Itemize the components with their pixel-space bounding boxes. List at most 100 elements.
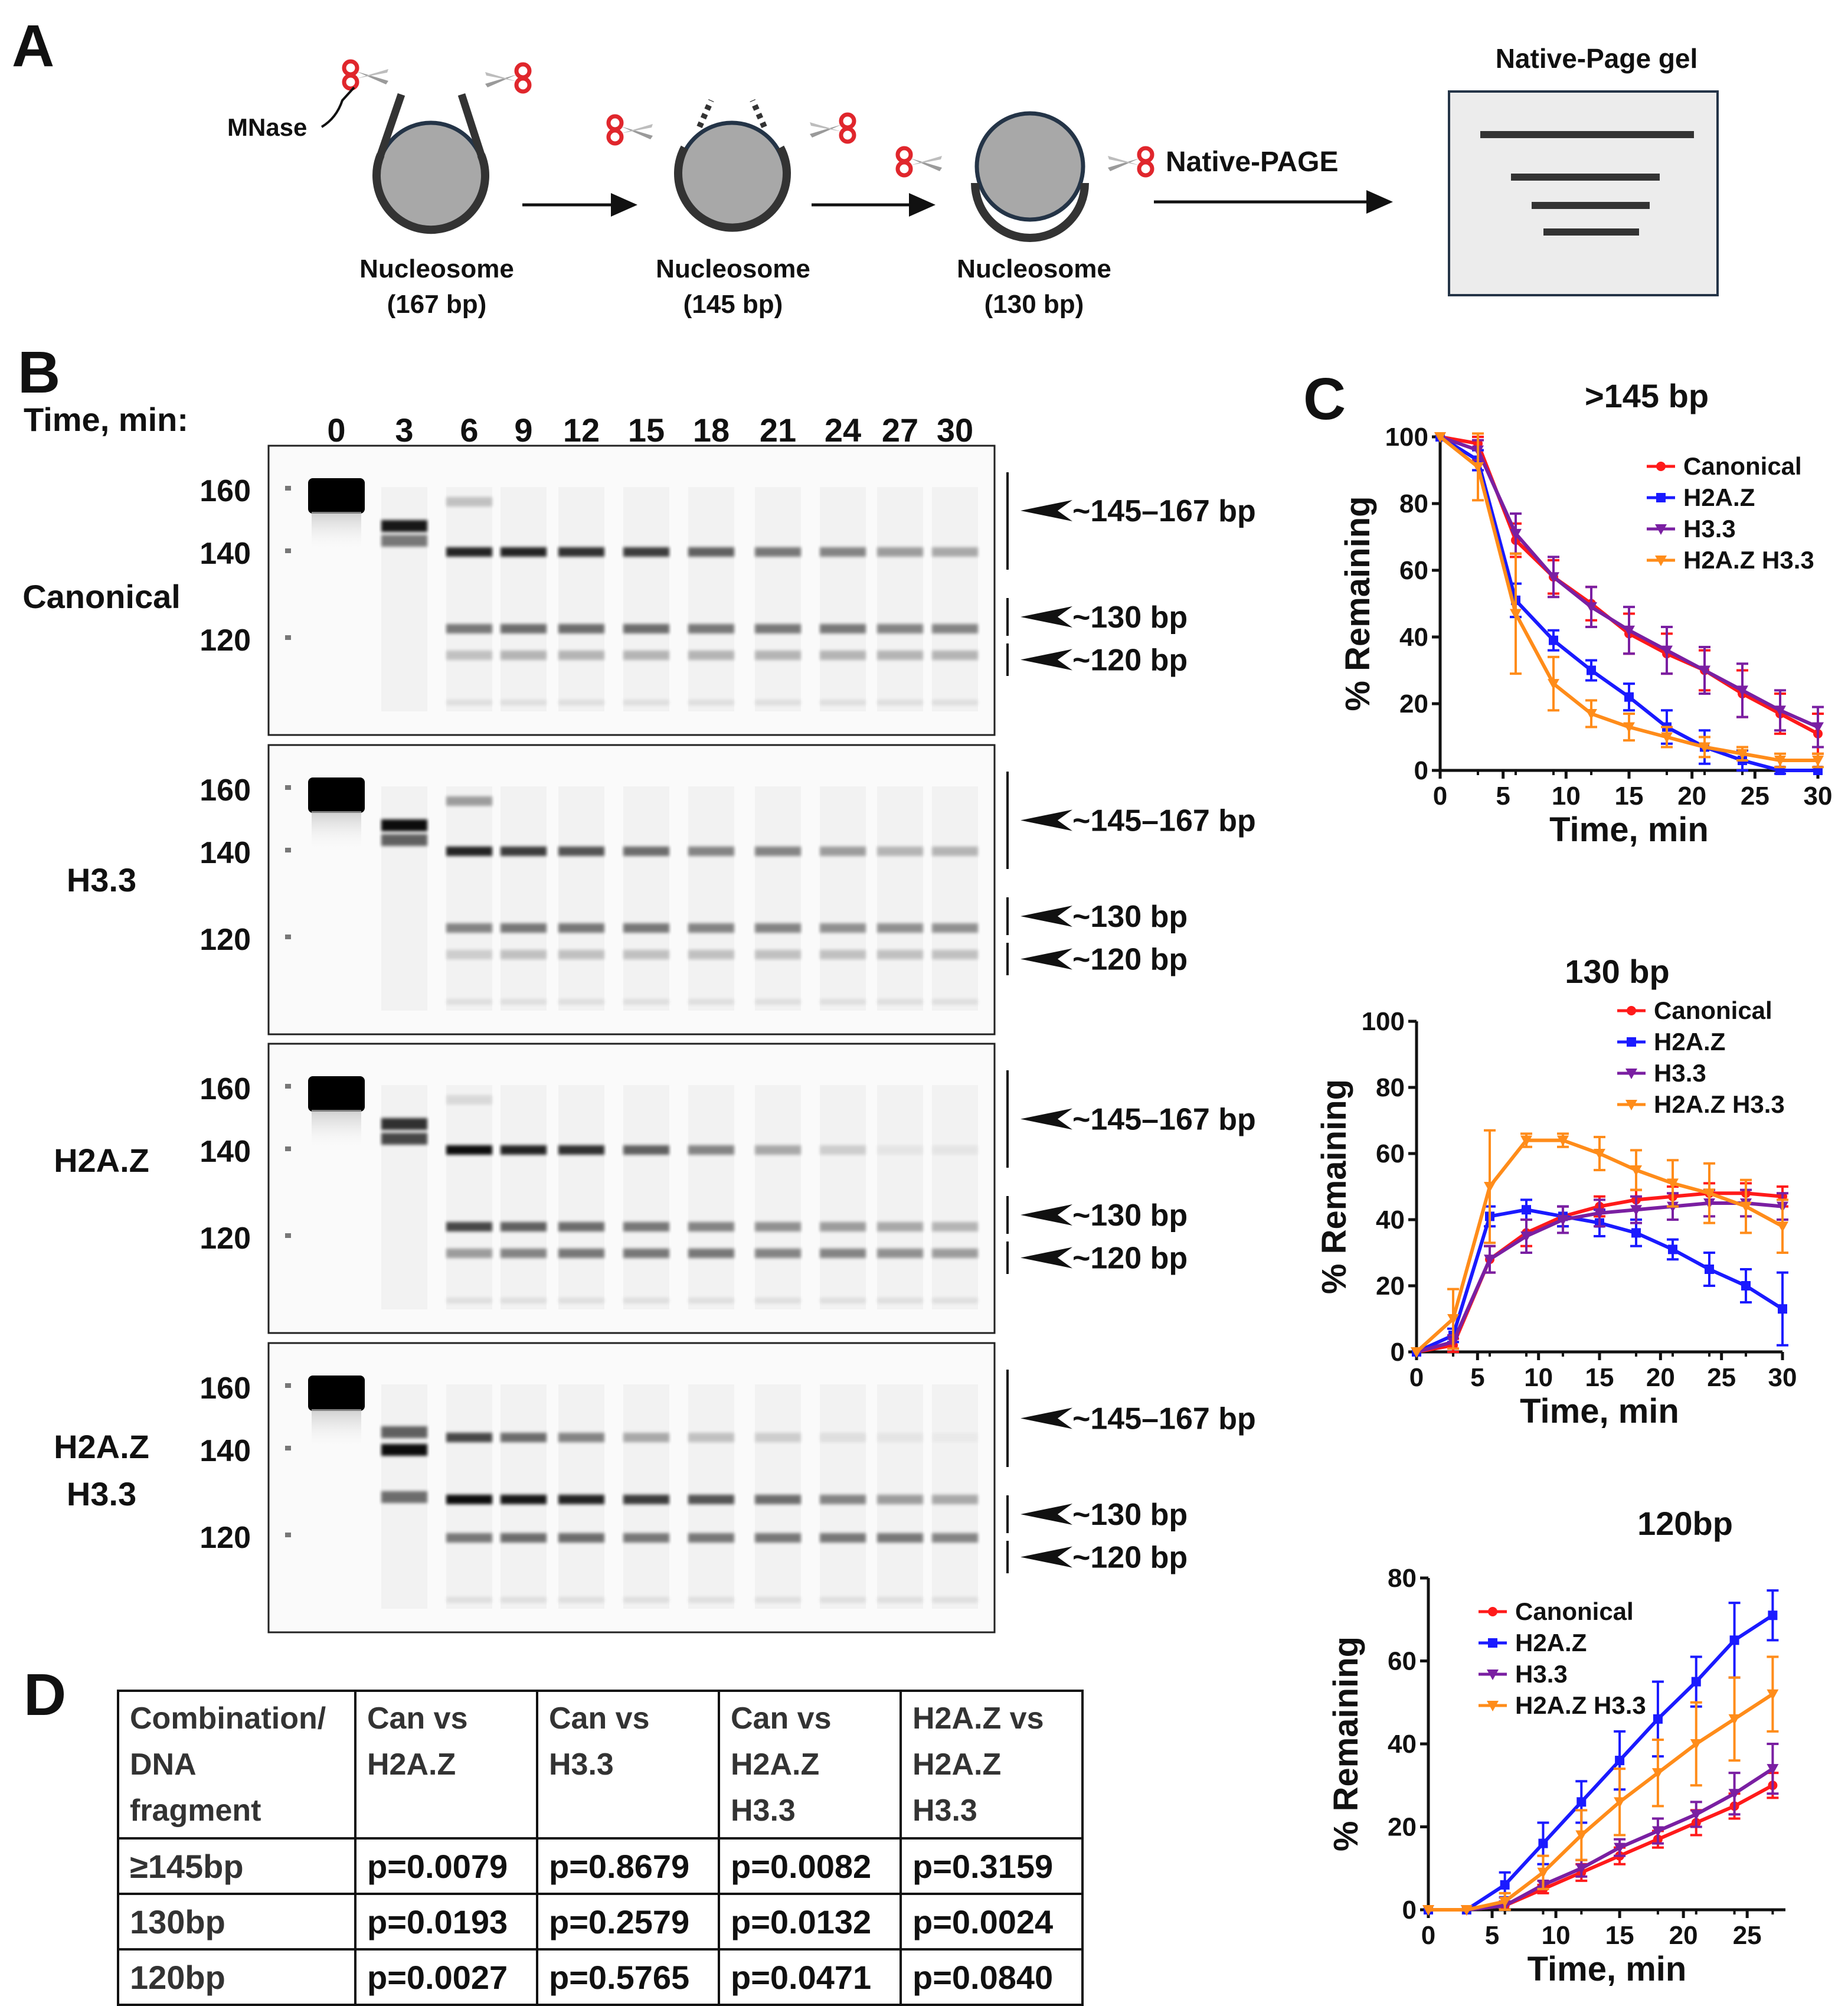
ladder-label: 160 [199,1371,251,1406]
gel-smear [820,786,866,1011]
arrow-icon [1021,1108,1072,1130]
gel-band [623,1597,669,1603]
x-tick-label: 10 [1552,782,1581,811]
scissors-icon [344,61,388,89]
y-tick-label: 60 [1399,556,1428,585]
legend-marker [1487,1701,1499,1711]
nucleosome-167bp [372,93,489,234]
x-tick-label: 10 [1542,1921,1571,1950]
data-point [1549,635,1558,645]
gel-band [688,999,734,1005]
table-cell: p=0.0840 [900,1948,1084,2006]
data-point [1585,708,1597,720]
time-point: 30 [937,411,973,449]
gel-band [623,1495,669,1504]
legend-marker [1625,1100,1637,1110]
data-point [1587,665,1596,675]
series-h2a-z: H2A.Z [1412,1028,1788,1357]
chart-title: >145 bp [1585,377,1709,414]
gel-band [877,950,923,959]
data-point [1472,462,1484,473]
gel-band [688,1298,734,1303]
gel-smear [877,786,923,1011]
chart-2: 130 bp 0 20 40 60 80 100 0 5 10 15 20 25 30 Time, min%… [1315,953,1797,1430]
gel-band [932,700,978,705]
data-point [1520,1231,1532,1242]
gel-band [688,950,734,959]
data-point [1699,665,1710,677]
scissors-icon [609,116,653,143]
gel-band [755,1145,801,1155]
x-tick-label: 25 [1741,782,1769,811]
band-annotation: ~120 bp [1072,643,1188,678]
time-point: 27 [882,411,918,449]
x-tick-label: 0 [1433,782,1447,811]
gel-smear [688,1085,734,1309]
gel-band [501,1298,547,1303]
y-tick-label: 60 [1376,1139,1405,1168]
data-point [1557,1215,1569,1226]
arrow-icon [1021,948,1072,970]
gel-band [623,923,669,933]
series-canonical: Canonical [1424,1597,1779,1914]
data-point [1768,1610,1778,1621]
gel-band [877,547,923,557]
table-header-cell: Can vs H2A.Z [354,1690,538,1840]
gel-band [820,1222,866,1231]
data-point [1460,1905,1473,1916]
ladder-mark [285,1233,291,1238]
gel-band [446,999,492,1005]
gel-band [381,535,427,547]
gel-band [446,1249,492,1258]
table-cell: p=0.0079 [354,1837,538,1895]
gel-band [446,547,492,557]
y-tick-label: 40 [1399,623,1428,652]
time-point: 3 [395,411,413,449]
gel-band [446,796,492,806]
gel-frame [267,744,996,1035]
legend-label: H2A.Z [1654,1028,1725,1056]
x-tick-label: 25 [1707,1363,1736,1392]
time-point: 24 [825,411,861,449]
legend-marker [1627,1006,1636,1015]
gel-band [501,1222,547,1231]
ladder-label: 120 [199,1221,251,1256]
y-axis-label: % Remaining [1339,496,1377,711]
gel-band [877,847,923,856]
gel-band [688,1249,734,1258]
sample-label-h2az: H2A.Z [54,1142,149,1179]
data-point [1736,685,1748,697]
ladder-label: 120 [199,623,251,658]
gel-band [558,547,604,557]
y-tick-label: 20 [1388,1813,1417,1842]
gel-band [755,547,801,557]
gel-smear [501,487,547,711]
gel-band [755,923,801,933]
gel-band [688,651,734,660]
gel-band [558,1222,604,1231]
native-page-label: Native-PAGE [1166,146,1339,178]
data-point [1740,1201,1752,1213]
data-point [1422,1905,1434,1916]
sample-label-h2az-h33: H2A.Z [54,1428,149,1465]
x-tick-label: 20 [1677,782,1706,811]
legend-marker [1627,1037,1636,1047]
band-annotation: ~145–167 bp [1072,1103,1256,1137]
gel-band [688,1222,734,1231]
gel-band [688,923,734,933]
x-tick-label: 10 [1524,1363,1553,1392]
data-point [1741,1281,1751,1290]
data-point [1729,1635,1739,1645]
mnase-label: MNase [227,113,307,141]
gel-band [446,1495,492,1504]
legend-label: Canonical [1654,997,1772,1024]
legend-label: H2A.Z [1515,1629,1587,1657]
gel-band [558,1597,604,1603]
data-point [1653,1714,1663,1724]
legend-label: H3.3 [1515,1660,1568,1688]
table-cell: p=0.0082 [718,1837,902,1895]
gel-band [877,1495,923,1504]
gel-band [623,847,669,856]
data-point [1434,432,1446,443]
